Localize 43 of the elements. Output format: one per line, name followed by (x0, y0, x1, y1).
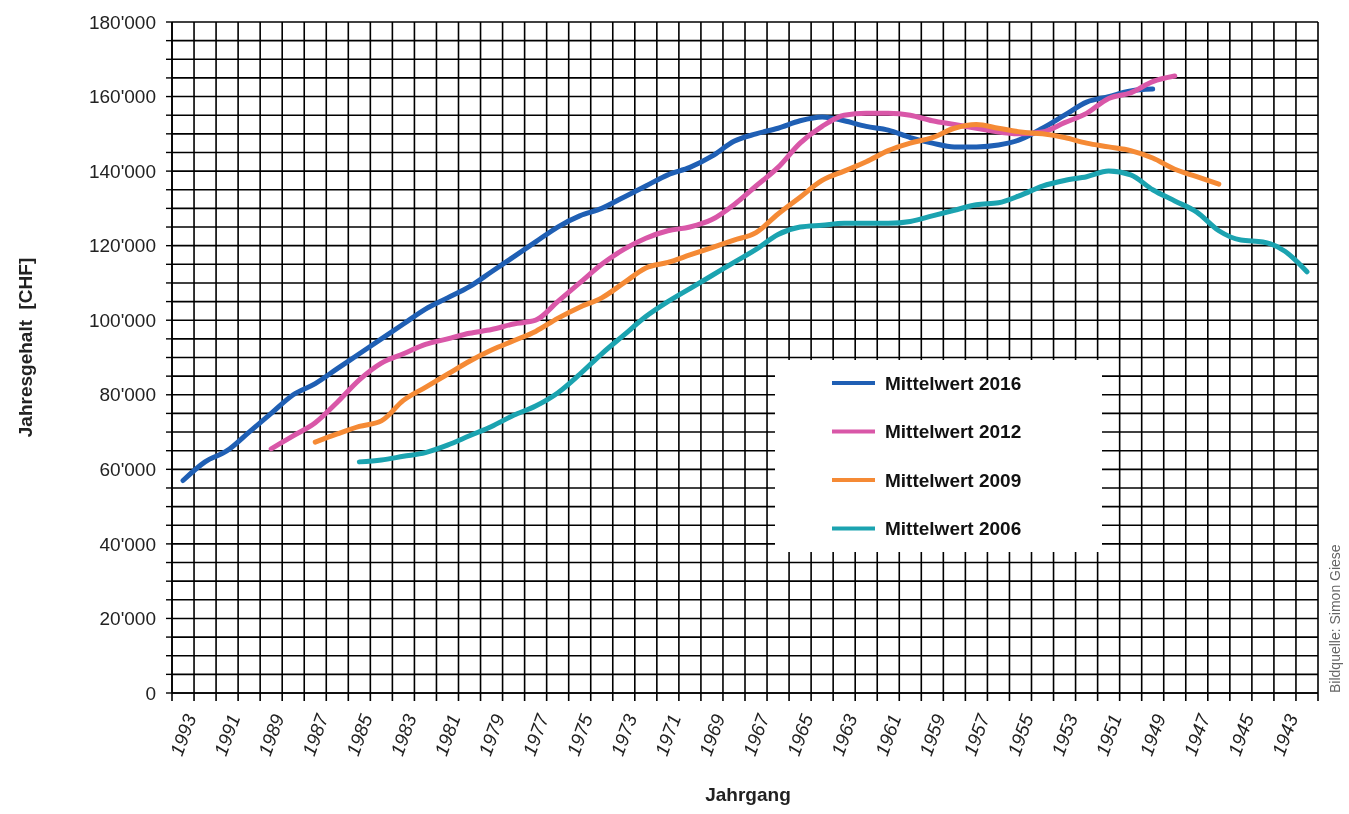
x-tick-label: 1981 (430, 711, 465, 759)
x-tick-label: 1955 (1003, 711, 1038, 759)
x-tick-label: 1951 (1091, 711, 1126, 759)
y-tick-label: 160'000 (88, 86, 156, 108)
x-tick-label: 1963 (827, 711, 862, 759)
x-tick-label: 1959 (915, 711, 950, 759)
y-tick-label: 80'000 (99, 384, 156, 406)
x-tick-label: 1977 (518, 710, 554, 759)
y-tick-label: 140'000 (88, 160, 156, 182)
y-tick-label: 0 (145, 682, 156, 704)
x-tick-label: 1987 (298, 710, 333, 759)
y-tick-label: 40'000 (99, 533, 156, 555)
x-axis-title: Jahrgang (705, 784, 791, 805)
x-tick-label: 1971 (650, 711, 686, 759)
legend-label: Mittelwert 2012 (885, 421, 1022, 443)
y-tick-label: 60'000 (99, 458, 156, 480)
x-tick-label: 1975 (562, 711, 598, 759)
legend-label: Mittelwert 2016 (885, 372, 1022, 394)
y-tick-label: 180'000 (88, 11, 156, 33)
y-tick-label: 20'000 (99, 608, 156, 630)
x-tick-label: 1985 (342, 711, 377, 759)
x-tick-label: 1991 (210, 711, 245, 759)
x-tick-label: 1967 (739, 710, 774, 759)
x-tick-label: 1973 (606, 711, 642, 759)
x-tick-label: 1965 (783, 711, 818, 759)
x-tick-label: 1943 (1267, 711, 1303, 759)
x-tick-label: 1969 (694, 711, 730, 759)
legend-label: Mittelwert 2009 (885, 469, 1022, 491)
x-tick-label: 1989 (254, 711, 289, 759)
x-tick-label: 1993 (166, 711, 201, 759)
x-tick-label: 1979 (474, 711, 509, 759)
y-tick-label: 120'000 (88, 235, 156, 257)
x-tick-label: 1949 (1135, 711, 1171, 759)
x-tick-label: 1945 (1223, 711, 1259, 759)
y-tick-label: 100'000 (88, 309, 156, 331)
y-axis-title: Jahresgehalt [CHF] (15, 257, 36, 438)
legend-label: Mittelwert 2006 (885, 518, 1022, 540)
x-tick-label: 1953 (1047, 711, 1082, 759)
text: Bildquelle: Simon Giese (1327, 544, 1343, 693)
x-tick-label: 1961 (871, 711, 906, 759)
x-tick-label: 1983 (386, 711, 421, 759)
x-tick-label: 1947 (1179, 710, 1215, 759)
x-tick-label: 1957 (959, 710, 995, 759)
